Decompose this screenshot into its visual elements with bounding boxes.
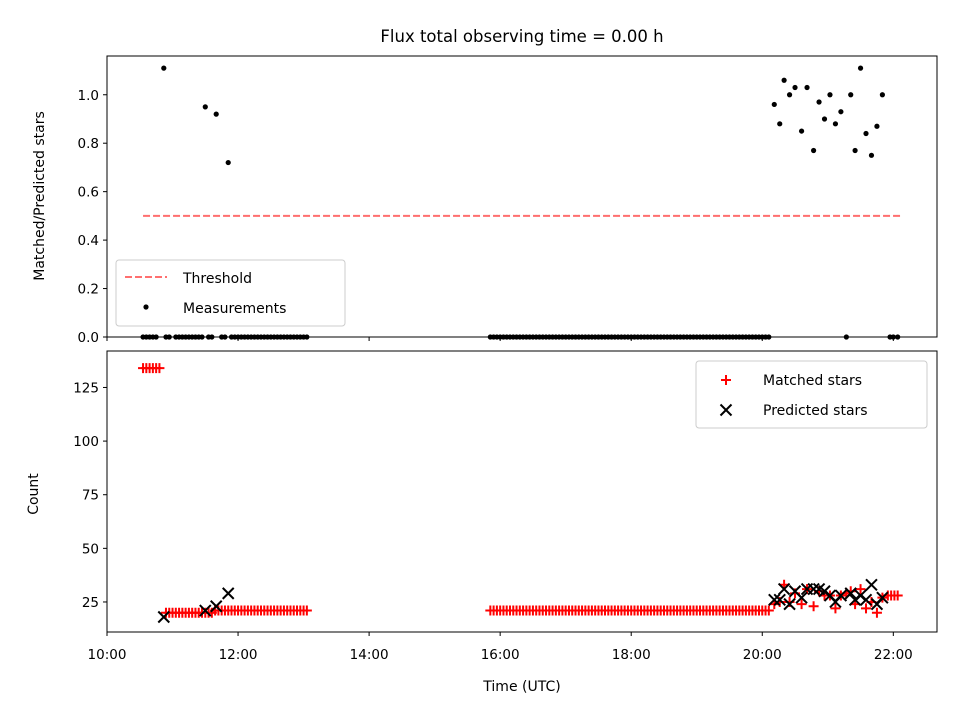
measurement-point: [863, 130, 869, 137]
y-tick-label: 0.0: [78, 330, 99, 346]
top-y-axis-label: Matched/Predicted stars: [32, 111, 48, 281]
y-tick-label: 1.0: [78, 88, 99, 104]
x-tick-label: 10:00: [88, 647, 127, 663]
measurement-point: [786, 92, 793, 98]
y-tick-label: 0.4: [78, 233, 99, 249]
measurement-point: [879, 92, 885, 98]
legend-predicted-label: Predicted stars: [763, 403, 868, 419]
matched-star-point: [301, 605, 312, 616]
legend-measurements-swatch: [143, 304, 149, 310]
y-tick-label: 0.8: [78, 136, 99, 152]
measurement-point: [804, 84, 810, 91]
measurement-point: [857, 65, 864, 71]
measurement-point: [792, 84, 798, 91]
y-tick-label: 100: [73, 434, 99, 450]
matched-star-point: [830, 603, 841, 614]
measurement-point: [821, 116, 828, 122]
top-plot-area: 0.0 0.2 0.4 0.6 0.8 1.0 Threshold Measurements: [78, 55, 938, 346]
predicted-star-point: [844, 587, 857, 600]
predicted-star-point: [783, 597, 796, 611]
matched-star-point: [855, 584, 866, 595]
measurement-point: [838, 109, 844, 115]
legend-threshold-label: Threshold: [182, 271, 252, 287]
matched-star-point: [871, 607, 882, 618]
measurement-point: [771, 101, 777, 108]
measurement-point: [810, 147, 817, 154]
matched-star-point: [861, 603, 872, 614]
legend-matched-swatch: [721, 375, 731, 385]
predicted-star-point: [768, 593, 781, 607]
measurement-point: [832, 121, 839, 127]
y-tick-label: 50: [82, 541, 99, 557]
measurement-point: [777, 121, 783, 127]
measurement-point: [816, 99, 822, 105]
matched-star-point: [763, 605, 774, 616]
x-tick-label: 18:00: [612, 647, 651, 663]
predicted-star-point: [157, 610, 170, 624]
predicted-star-point: [876, 591, 889, 604]
x-tick-label: 20:00: [743, 647, 782, 663]
predicted-star-point: [834, 589, 848, 602]
legend-box: [115, 259, 346, 327]
x-tick-label: 12:00: [219, 647, 258, 663]
legend-measurements-label: Measurements: [183, 301, 286, 317]
measurement-point: [874, 123, 880, 129]
y-tick-label: 0.2: [78, 282, 99, 298]
matched-star-point: [808, 601, 819, 612]
measurement-point: [827, 92, 833, 98]
plot-frame: [106, 55, 938, 338]
measurement-point: [781, 77, 787, 83]
predicted-star-point: [777, 582, 791, 596]
measurement-point: [848, 92, 854, 98]
predicted-star-point: [807, 582, 820, 596]
y-tick-label: 75: [82, 488, 99, 504]
measurement-point: [868, 152, 875, 158]
legend-matched-label: Matched stars: [763, 373, 862, 389]
top-chart-title: Flux total observing time = 0.00 h: [380, 27, 663, 46]
plot-frame: [106, 350, 938, 633]
predicted-star-point: [222, 587, 235, 600]
x-axis-label: Time (UTC): [482, 679, 560, 695]
bottom-y-axis-label: Count: [26, 473, 42, 515]
predicted-star-point: [773, 593, 786, 607]
matched-star-point: [154, 363, 165, 374]
x-tick-label: 14:00: [350, 647, 389, 663]
y-tick-label: 0.6: [78, 185, 99, 201]
predicted-star-point: [865, 578, 878, 592]
x-tick-label: 16:00: [481, 647, 520, 663]
y-tick-label: 125: [73, 380, 99, 396]
matched-star-point: [796, 599, 807, 610]
legend-box: [695, 360, 928, 429]
measurement-point: [161, 65, 167, 71]
predicted-star-point: [795, 591, 808, 604]
bottom-plot-area: 25 50 75 100 125 10:00 12:00 14:00 16:00 18:00 20:…: [73, 350, 938, 663]
x-tick-label: 22:00: [874, 647, 913, 663]
legend-predicted-swatch: [719, 403, 733, 417]
measurement-point: [798, 128, 805, 134]
measurement-point: [225, 159, 231, 166]
measurement-point: [213, 111, 219, 117]
measurement-point: [852, 147, 858, 154]
matched-star-point: [892, 590, 903, 601]
predicted-star-point: [859, 593, 873, 607]
predicted-star-point: [199, 604, 212, 617]
predicted-star-point: [210, 600, 223, 613]
measurement-point: [202, 104, 208, 110]
y-tick-label: 25: [82, 595, 99, 611]
